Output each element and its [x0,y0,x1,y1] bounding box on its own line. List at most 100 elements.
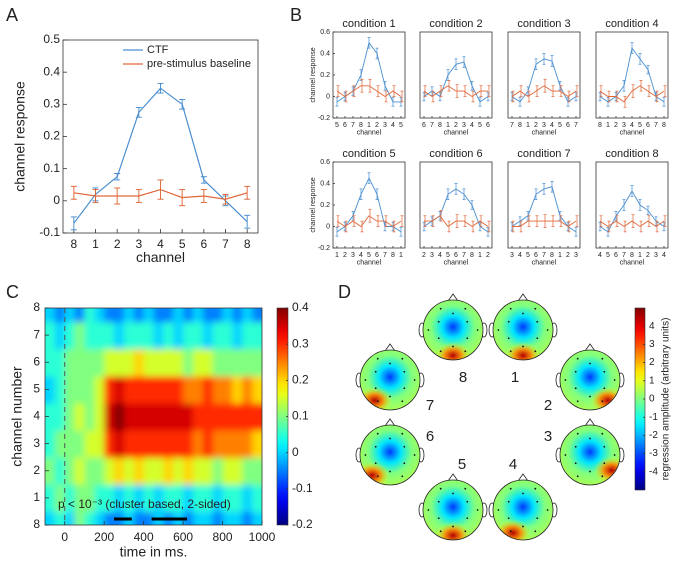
heatmap-cell [123,484,135,513]
error-bar [454,183,458,195]
heatmap-cell [192,321,204,350]
x-tick-label: 4 [470,122,474,129]
heatmap-cell [54,321,66,350]
x-tick-label: 3 [430,252,434,259]
y-tick-label: 5 [33,382,40,396]
y-axis-label: channel response [310,47,317,102]
x-tick-label: 3 [383,122,387,129]
x-tick-label: 600 [173,530,193,544]
heatmap-cell [84,457,95,485]
heatmap-cell [45,308,56,323]
y-tick-label: 0.5 [43,32,60,46]
error-bar [623,96,627,108]
heatmap-cell [54,348,66,377]
colorbar-tick-label: 0.2 [292,373,309,387]
heatmap-cell [173,457,184,485]
condition-label: 7 [426,397,434,414]
x-axis-label: channel [444,130,469,137]
x-tick-label: 4 [157,237,164,251]
y-tick-label: 0.2 [43,129,60,143]
heatmap-cell [212,375,224,404]
heatmap-cell [242,402,253,431]
heatmap-cell [153,348,164,377]
error-bar [639,80,643,92]
heatmap-cell [242,308,253,323]
x-tick-label: 6 [375,252,379,259]
series-line [423,85,488,98]
heatmap-cell [232,457,243,485]
x-tick-label: 5 [478,122,482,129]
error-bar [463,215,467,227]
heatmap-cell [163,484,174,513]
x-tick-label: 2 [343,252,347,259]
heatmap-cell [94,511,105,525]
heatmap-cell [94,321,105,350]
error-bar [479,85,483,97]
x-tick-label: 5 [606,252,610,259]
error-bar [200,189,207,203]
heatmap-cell [143,484,155,513]
heatmap-cell [64,348,76,377]
heatmap-cell [183,348,194,377]
heatmap-cell [143,430,155,458]
error-bar [455,84,459,98]
heatmap-cell [232,348,243,377]
error-bar [535,85,539,97]
error-bar [384,215,388,227]
heatmap-cell [104,430,115,458]
x-tick-label: 1000 [249,530,276,544]
error-bar [550,55,554,67]
heatmap-cell [163,321,174,350]
series-line [336,177,402,233]
error-bar [399,227,403,237]
x-tick-label: 7 [222,237,229,251]
heatmap-cell [222,402,234,431]
heatmap-cell [74,375,86,404]
heatmap-cell [252,484,262,513]
error-bar [559,85,563,97]
heatmap-cell [104,321,115,350]
heatmap-cell [192,484,204,513]
heatmap-cell [183,457,194,485]
error-bar [543,78,547,93]
heatmap-cell [84,430,95,458]
heatmap-cells [45,308,262,525]
x-tick-label: 4 [438,252,442,259]
error-bar [376,215,380,227]
x-tick-label: 6 [646,122,650,129]
x-tick-label: 8 [359,122,363,129]
y-tick-label: 8 [33,517,40,531]
error-bar [551,85,555,97]
error-bar [622,80,626,92]
heatmap-cell [192,308,204,323]
heatmap-cell [104,308,115,323]
error-bar [615,215,619,227]
heatmap-cell [143,457,155,485]
y-tick-label: 0.2 [320,72,330,79]
x-axis-label: channel [620,260,645,267]
x-tick-label: 8 [244,237,251,251]
heatmap-cell [153,484,164,513]
error-bar [92,189,99,203]
heatmap-cell [183,484,194,513]
x-tick-label: 4 [359,252,363,259]
heatmap-cell [143,308,155,323]
series-line [599,47,665,103]
x-tick-label: 3 [510,252,514,259]
error-bar [542,183,546,195]
heatmap-cell [173,484,184,513]
error-bar [367,37,371,49]
error-bar [400,90,404,103]
error-bar [447,220,451,233]
x-tick-label: 6 [566,122,570,129]
x-tick-label: 8 [391,252,395,259]
heatmap-cell [74,348,86,377]
error-bar [360,220,364,233]
heatmap-cell [242,375,253,404]
colorbar-tick-label: 1 [649,375,655,386]
y-tick-label: -0.1 [39,225,60,239]
heatmap-cell [232,321,243,350]
heatmap-cell [222,457,234,485]
series-line [73,87,248,224]
topoplot [418,473,488,541]
